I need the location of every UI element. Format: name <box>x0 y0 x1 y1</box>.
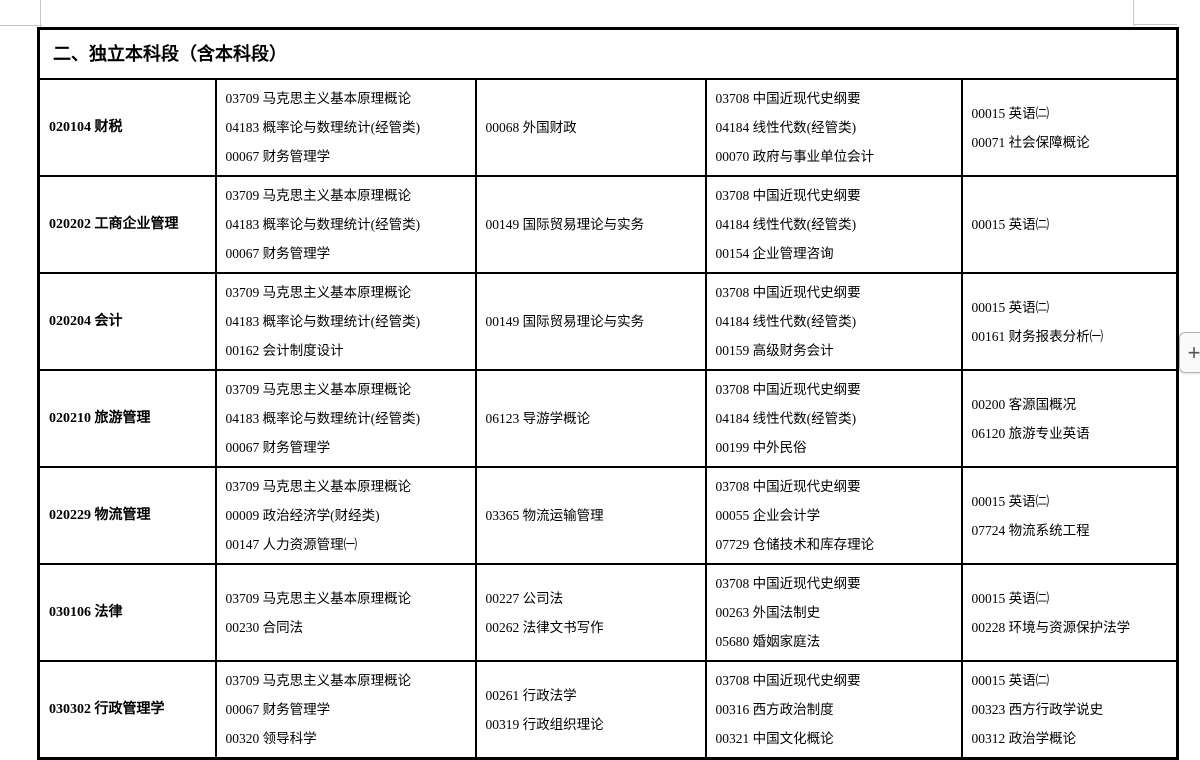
table-row: 020104 财税 03709 马克思主义基本原理概论 04183 概率论与数理… <box>37 78 1179 177</box>
exam-schedule-table: 二、独立本科段（含本科段） 020104 财税 03709 马克思主义基本原理概… <box>37 27 1180 760</box>
course-cell: 00261 行政法学 00319 行政组织理论 <box>474 660 707 760</box>
course-cell: 00068 外国财政 <box>474 78 707 177</box>
table-row: 030106 法律 03709 马克思主义基本原理概论 00230 合同法 00… <box>37 563 1179 662</box>
gridline-vertical-right <box>1133 0 1134 26</box>
course-cell: 03708 中国近现代史纲要 04184 线性代数(经管类) 00070 政府与… <box>704 78 963 177</box>
major-cell: 020104 财税 <box>37 78 217 177</box>
add-button[interactable]: + <box>1179 332 1200 373</box>
course-cell: 03708 中国近现代史纲要 00263 外国法制史 05680 婚姻家庭法 <box>704 563 963 662</box>
major-cell: 030302 行政管理学 <box>37 660 217 760</box>
major-cell: 020210 旅游管理 <box>37 369 217 468</box>
major-cell: 020204 会计 <box>37 272 217 371</box>
course-cell: 03708 中国近现代史纲要 00316 西方政治制度 00321 中国文化概论 <box>704 660 963 760</box>
gridline-vertical-left <box>40 0 41 27</box>
course-cell: 03709 马克思主义基本原理概论 04183 概率论与数理统计(经管类) 00… <box>214 175 477 274</box>
course-cell: 03708 中国近现代史纲要 04184 线性代数(经管类) 00199 中外民… <box>704 369 963 468</box>
course-cell: 00149 国际贸易理论与实务 <box>474 272 707 371</box>
table-row: 020210 旅游管理 03709 马克思主义基本原理概论 04183 概率论与… <box>37 369 1179 468</box>
course-cell: 03708 中国近现代史纲要 00055 企业会计学 07729 仓储技术和库存… <box>704 466 963 565</box>
section-title-row: 二、独立本科段（含本科段） <box>37 27 1179 80</box>
gridline-horizontal-right <box>1133 24 1177 25</box>
course-cell: 03709 马克思主义基本原理概论 04183 概率论与数理统计(经管类) 00… <box>214 78 477 177</box>
course-cell: 00015 英语㈡ 07724 物流系统工程 <box>960 466 1179 565</box>
course-cell: 00227 公司法 00262 法律文书写作 <box>474 563 707 662</box>
major-cell: 020202 工商企业管理 <box>37 175 217 274</box>
table-row: 020229 物流管理 03709 马克思主义基本原理概论 00009 政治经济… <box>37 466 1179 565</box>
section-title: 二、独立本科段（含本科段） <box>37 27 1179 80</box>
course-cell: 00015 英语㈡ 00071 社会保障概论 <box>960 78 1179 177</box>
course-cell: 00015 英语㈡ <box>960 175 1179 274</box>
course-cell: 00015 英语㈡ 00323 西方行政学说史 00312 政治学概论 <box>960 660 1179 760</box>
table-row: 030302 行政管理学 03709 马克思主义基本原理概论 00067 财务管… <box>37 660 1179 760</box>
table-row: 020204 会计 03709 马克思主义基本原理概论 04183 概率论与数理… <box>37 272 1179 371</box>
major-cell: 020229 物流管理 <box>37 466 217 565</box>
major-cell: 030106 法律 <box>37 563 217 662</box>
course-cell: 03365 物流运输管理 <box>474 466 707 565</box>
course-cell: 03708 中国近现代史纲要 04184 线性代数(经管类) 00159 高级财… <box>704 272 963 371</box>
course-cell: 00149 国际贸易理论与实务 <box>474 175 707 274</box>
course-cell: 03709 马克思主义基本原理概论 04183 概率论与数理统计(经管类) 00… <box>214 272 477 371</box>
course-cell: 03709 马克思主义基本原理概论 00230 合同法 <box>214 563 477 662</box>
course-cell: 03709 马克思主义基本原理概论 00067 财务管理学 00320 领导科学 <box>214 660 477 760</box>
table-row: 020202 工商企业管理 03709 马克思主义基本原理概论 04183 概率… <box>37 175 1179 274</box>
course-cell: 03708 中国近现代史纲要 04184 线性代数(经管类) 00154 企业管… <box>704 175 963 274</box>
course-cell: 06123 导游学概论 <box>474 369 707 468</box>
gridline-horizontal-left <box>0 25 42 26</box>
plus-icon: + <box>1187 339 1200 365</box>
course-cell: 03709 马克思主义基本原理概论 00009 政治经济学(财经类) 00147… <box>214 466 477 565</box>
course-cell: 00200 客源国概况 06120 旅游专业英语 <box>960 369 1179 468</box>
course-cell: 03709 马克思主义基本原理概论 04183 概率论与数理统计(经管类) 00… <box>214 369 477 468</box>
course-cell: 00015 英语㈡ 00161 财务报表分析㈠ <box>960 272 1179 371</box>
course-cell: 00015 英语㈡ 00228 环境与资源保护法学 <box>960 563 1179 662</box>
